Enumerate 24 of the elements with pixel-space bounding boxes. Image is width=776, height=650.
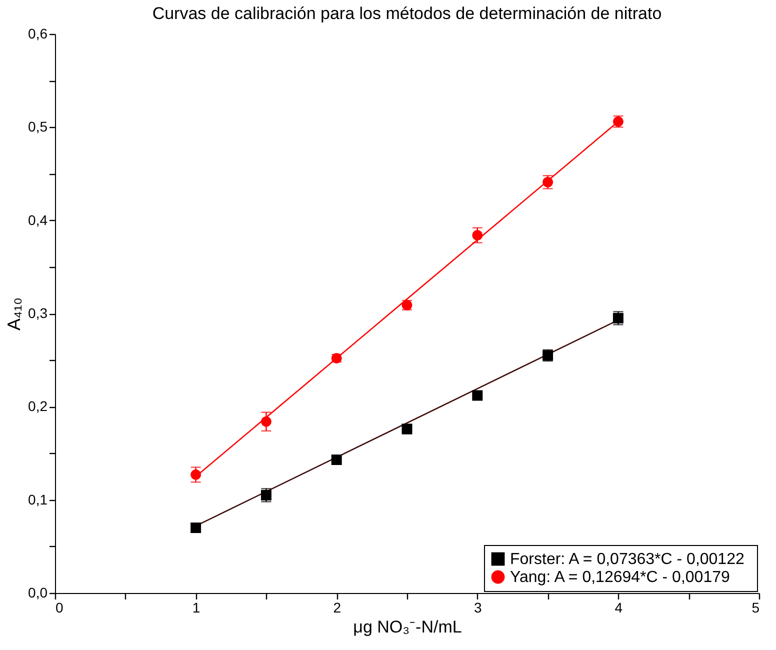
legend-label: Yang: A = 0,12694*C - 0,00179 [510,569,730,586]
y-tick-label: 0,1 [28,491,48,508]
y-tick-label: 0,5 [28,118,48,135]
x-axis-title: μg NO₃⁻-N/mL [353,618,462,636]
point [260,416,272,427]
x-tick-label: 4 [614,600,623,616]
legend-label: Forster: A = 0,07363*C - 0,00122 [510,551,744,568]
y-tick-label: 0,4 [28,212,48,228]
x-tick-label: 0 [56,600,64,616]
chart-title: Curvas de calibración para los métodos de determinación de nitrato [152,4,662,23]
x-tick-label: 2 [333,600,342,616]
point [472,230,483,240]
point [331,454,342,466]
x-tick-label: 5 [752,600,760,616]
point [190,469,202,480]
point [190,522,202,534]
x-tick-label: 1 [192,600,200,616]
y-tick-label: 0,3 [28,305,48,321]
x-tick-label: 3 [474,600,482,616]
point [472,390,483,401]
y-tick-label: 0,6 [28,26,48,42]
y-tick-label: 0,2 [28,398,48,414]
y-tick-label: 0,0 [28,584,48,600]
y-axis-title: A₄₁₀ [4,298,24,330]
